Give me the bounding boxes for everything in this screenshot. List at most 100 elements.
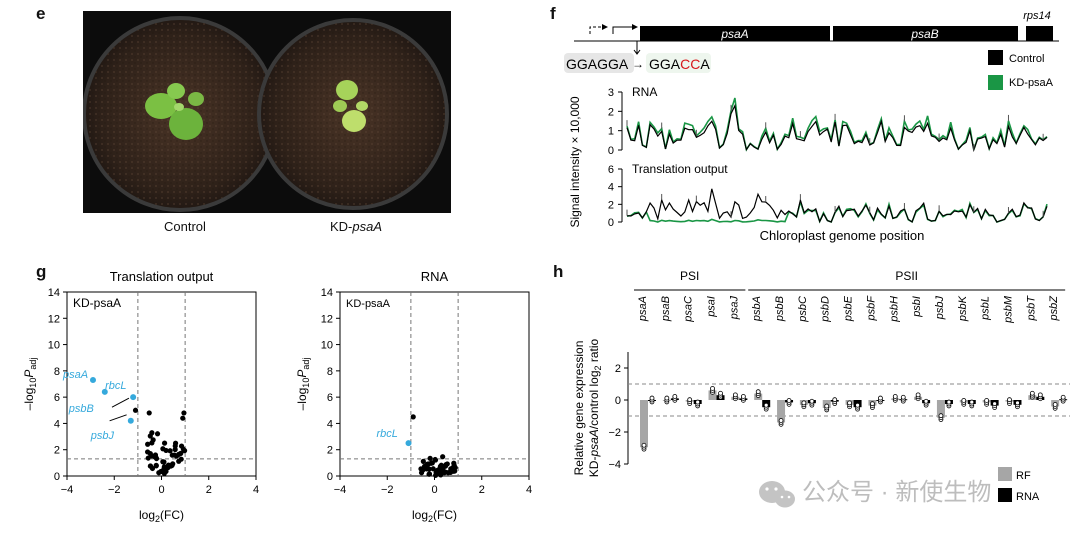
legend-label-control: Control: [1009, 53, 1044, 65]
replicate-point: [1052, 402, 1058, 407]
svg-text:GGACCA: GGACCA: [649, 56, 710, 72]
replicate-point: [664, 395, 670, 401]
y-axis-label: –log10Padj: [295, 358, 311, 411]
y-tick-label: 1: [608, 126, 614, 138]
data-point: [171, 452, 178, 458]
replicate-point: [1015, 400, 1020, 406]
y-tick-label: 0: [615, 395, 621, 407]
replicate-point: [672, 394, 678, 399]
gene-label-psbE: psbE: [843, 295, 855, 322]
panel-label-f: f: [550, 4, 556, 23]
seq-arrow: →: [632, 57, 644, 71]
plot-frame: [339, 291, 530, 477]
y-tick-label: 0: [327, 471, 333, 483]
gene-label-psaA: psaA: [637, 296, 649, 322]
data-point: [161, 459, 167, 465]
legend-swatch-kd: [988, 75, 1003, 90]
data-point: [161, 440, 168, 446]
replicate-point: [892, 394, 898, 399]
gene-map: psaA psaB rps14 GGAGGA → GGACCA: [564, 10, 1059, 73]
point-rbcL: [130, 394, 137, 401]
data-point: [426, 466, 432, 472]
rna-signal-chart: 0 1 2 3 RNA: [608, 85, 1048, 157]
x-tick-label: −4: [334, 484, 347, 496]
data-point: [148, 453, 155, 459]
data-point: [426, 471, 432, 477]
x-tick-label: 2: [479, 484, 485, 496]
replicate-point: [778, 418, 784, 423]
arrow-rbcL: [111, 397, 130, 408]
replicate-point: [1007, 397, 1012, 403]
y-tick-label: 8: [327, 366, 333, 378]
replicate-point: [832, 397, 838, 403]
y-tick-label: 6: [54, 392, 60, 404]
replicate-point: [740, 394, 746, 399]
replicate-point: [687, 397, 693, 403]
x-axis-label: log2(FC): [412, 508, 457, 524]
data-point: [445, 470, 451, 476]
point-psbB: [101, 388, 108, 395]
f-ylabel: Signal intensity × 10,000: [568, 96, 582, 227]
y-tick-label: 0: [608, 217, 614, 229]
replicate-point: [915, 392, 921, 398]
replicate-point: [710, 386, 715, 391]
replicate-point: [786, 398, 792, 403]
data-point: [181, 410, 187, 416]
gene-label-psbD: psbD: [820, 296, 832, 323]
point-label-psaA: psaA: [62, 369, 88, 381]
gene-label-psaA: psaA: [720, 27, 748, 41]
data-point: [418, 470, 425, 476]
gene-label-psbC: psbC: [797, 296, 809, 323]
y-tick-label: 14: [321, 287, 333, 299]
bar-rf-psaI: [708, 390, 717, 400]
data-point: [147, 463, 154, 469]
legend-label-kd: KD-psaA: [1009, 77, 1054, 89]
plot-title: Translation output: [110, 269, 214, 284]
panel-f: psaA psaB rps14 GGAGGA → GGACCA Control …: [564, 10, 1059, 243]
plant-photo: [83, 11, 451, 213]
gene-label-psbJ: psbJ: [934, 296, 946, 321]
replicate-point: [649, 395, 655, 401]
panel-g: Translation output −4 −2 0 2 4 0 2 4 6 8 10 12 14 KD-p…: [22, 269, 532, 524]
replicate-point: [961, 398, 967, 403]
data-point: [145, 441, 151, 447]
data-point: [150, 437, 156, 443]
point-rbcL: [405, 440, 412, 447]
data-point: [178, 443, 185, 449]
y-tick-label: 4: [608, 182, 614, 194]
translation-signal-chart: 0 2 4 6 Translation output: [608, 162, 1048, 229]
gene-label-psbT: psbT: [1025, 295, 1037, 322]
replicate-point: [847, 400, 852, 406]
y-tick-label: 0: [608, 145, 614, 157]
gene-label-psbI: psbI: [911, 296, 923, 318]
data-point: [444, 461, 450, 467]
data-point: [154, 431, 161, 437]
legend-f: Control KD-psaA: [988, 50, 1054, 90]
h-ylabel-line1: Relative gene expression: [572, 341, 586, 476]
panel-label-h: h: [553, 262, 564, 281]
point-label-psbJ: psbJ: [90, 430, 115, 442]
y-tick-label: 12: [48, 313, 60, 325]
data-point: [430, 466, 436, 472]
y-tick-label: 10: [321, 340, 333, 352]
replicate-point: [1060, 394, 1066, 400]
gene-label-psaJ: psaJ: [728, 296, 740, 321]
gene-label-psbB: psbB: [774, 296, 786, 322]
legend-label-rna: RNA: [1016, 491, 1040, 503]
bar-rf-psbJ: [936, 400, 945, 418]
replicate-point: [984, 398, 990, 403]
x-tick-label: 2: [206, 484, 212, 496]
x-tick-label: −2: [381, 484, 394, 496]
gene-label-psaI: psaI: [706, 296, 718, 318]
data-point: [440, 454, 446, 460]
point-psaA: [89, 377, 96, 384]
y-tick-label: 8: [54, 366, 60, 378]
replicate-point: [969, 399, 975, 405]
gene-label-psbH: psbH: [888, 296, 900, 323]
data-point: [156, 470, 162, 476]
replicate-point: [938, 413, 944, 419]
y-tick-label: 2: [608, 199, 614, 211]
data-point: [172, 443, 178, 449]
replicate-point: [923, 398, 929, 404]
panel-label-e: e: [36, 4, 46, 23]
